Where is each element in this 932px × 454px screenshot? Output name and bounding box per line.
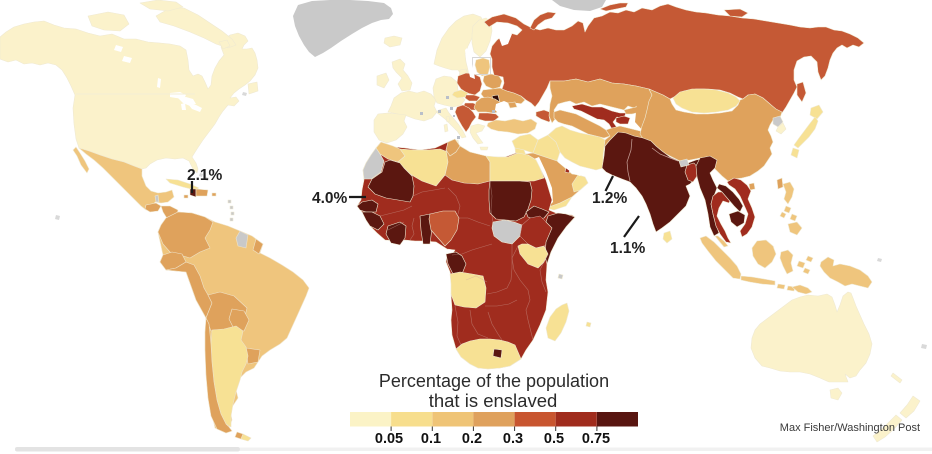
svg-text:Max Fisher/Washington Post: Max Fisher/Washington Post <box>780 422 920 434</box>
svg-text:1.2%: 1.2% <box>592 190 628 207</box>
svg-text:Percentage of the population: Percentage of the population <box>379 371 609 391</box>
svg-text:0.75: 0.75 <box>582 431 610 447</box>
svg-text:0.5: 0.5 <box>544 431 564 447</box>
svg-text:0.2: 0.2 <box>462 431 482 447</box>
svg-text:that is enslaved: that is enslaved <box>429 390 558 411</box>
svg-text:1.1%: 1.1% <box>610 240 646 257</box>
svg-text:0.1: 0.1 <box>421 431 441 447</box>
svg-text:2.1%: 2.1% <box>187 167 223 184</box>
svg-text:0.3: 0.3 <box>503 431 523 447</box>
svg-text:4.0%: 4.0% <box>312 190 348 207</box>
svg-text:0.05: 0.05 <box>375 431 403 447</box>
